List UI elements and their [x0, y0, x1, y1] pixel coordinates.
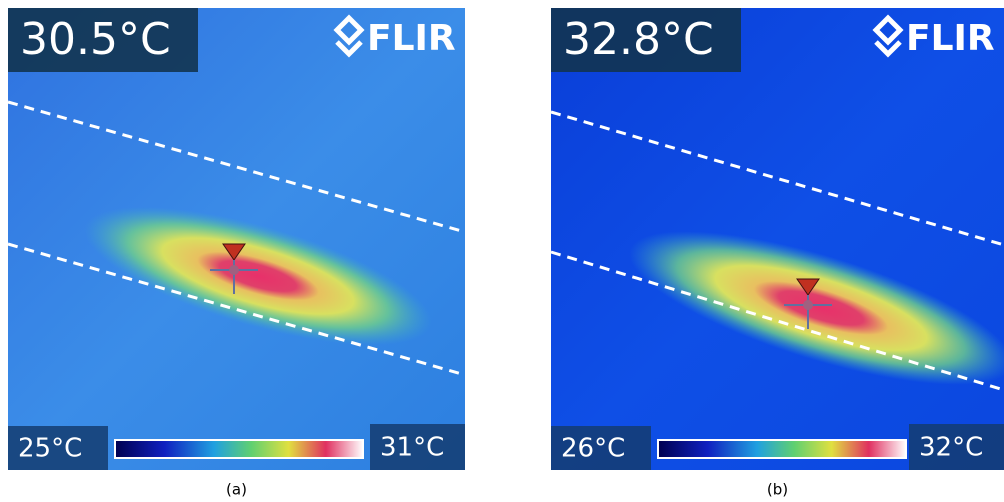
crosshair-center	[229, 265, 239, 275]
scale-max: 32°C	[919, 433, 983, 463]
crosshair-center	[803, 300, 813, 310]
thermal-image	[551, 8, 1004, 470]
panel-caption: (a)	[226, 481, 247, 499]
page: 30.5°C FLIR 25°C 31°C (a) 32.8°C FLIR 26°C 32°C (…	[0, 0, 1004, 502]
thermal-panel: 32.8°C FLIR 26°C 32°C	[551, 8, 1004, 470]
brand-logo: FLIR	[906, 18, 995, 59]
color-scale	[658, 440, 906, 458]
scale-min: 25°C	[18, 434, 82, 464]
brand-logo: FLIR	[367, 18, 456, 59]
spot-temperature: 32.8°C	[563, 14, 714, 65]
figure: 30.5°C FLIR 25°C 31°C (a) 32.8°C FLIR 26°C 32°C (…	[0, 0, 1004, 502]
thermal-panel: 30.5°C FLIR 25°C 31°C	[8, 8, 465, 470]
scale-max: 31°C	[380, 433, 444, 463]
scale-min: 26°C	[561, 434, 625, 464]
spot-temperature: 30.5°C	[20, 14, 171, 65]
panel-caption: (b)	[767, 481, 788, 499]
color-scale	[115, 440, 363, 458]
